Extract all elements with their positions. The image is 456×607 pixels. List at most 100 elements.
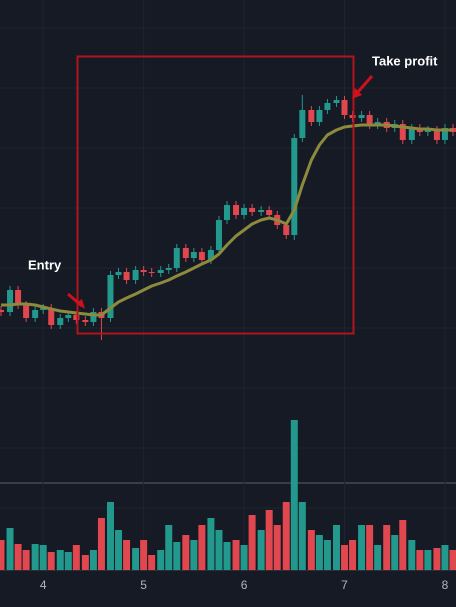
entry-arrow-head (76, 299, 85, 309)
x-axis-band (0, 570, 456, 602)
candle-body (399, 124, 406, 140)
volume-bar (47, 552, 55, 570)
volume-bar (140, 540, 148, 570)
volume-bar (240, 545, 248, 570)
volume-bar (341, 545, 349, 570)
volume-bar (132, 548, 140, 570)
volume-bar (157, 550, 165, 570)
volume-bar (416, 550, 424, 570)
candle-body (157, 270, 164, 273)
volume-bar (6, 528, 14, 570)
volume-bar (173, 542, 181, 570)
candle-body (215, 220, 222, 250)
candle-body (324, 103, 331, 110)
volume-bar (148, 555, 156, 570)
volume-bar (232, 540, 240, 570)
take-profit-arrow-head (352, 88, 362, 99)
candle-body (182, 248, 189, 258)
volume-bar (64, 552, 72, 570)
volume-bar (449, 550, 456, 570)
volume-bar (248, 515, 256, 570)
candle-body (73, 315, 80, 320)
candle-body (165, 268, 172, 270)
candle-body (82, 320, 89, 322)
candle-body (223, 205, 230, 220)
x-tick-label: 6 (241, 578, 248, 592)
volume-bar (165, 525, 173, 570)
volume-bar (315, 535, 323, 570)
volume-bar (298, 502, 306, 570)
candle-body (266, 210, 273, 215)
candle-body (241, 208, 248, 215)
candle-body (15, 290, 22, 305)
candle-body (233, 205, 240, 215)
volume-bar (115, 530, 123, 570)
volume-bar (323, 540, 331, 570)
candle-body (366, 115, 373, 125)
candle-body (408, 128, 415, 140)
candle-body (123, 272, 130, 280)
volume-bar (332, 525, 340, 570)
volume-bar (265, 510, 273, 570)
candle-body (441, 128, 448, 140)
price-grid (0, 27, 456, 509)
candle-body (258, 210, 265, 212)
volume-bar (307, 530, 315, 570)
volume-bar (223, 542, 231, 570)
candle-body (283, 225, 290, 235)
candle-body (299, 110, 306, 138)
volume-bar (123, 540, 131, 570)
candle-body (308, 110, 315, 122)
candle-body (341, 100, 348, 115)
volume-bar (22, 550, 30, 570)
volume-bar (366, 525, 374, 570)
volume-bar (89, 550, 97, 570)
candle-body (48, 308, 55, 325)
candle-body (358, 115, 365, 118)
volume-bar (198, 525, 206, 570)
take-profit-label: Take profit (372, 53, 438, 68)
candle-body (107, 275, 114, 318)
entry-label: Entry (28, 257, 62, 272)
candle-body (190, 252, 197, 258)
candle-body (433, 130, 440, 140)
candle-body (249, 208, 256, 212)
volume-bar (182, 535, 190, 570)
volume-bar (408, 540, 416, 570)
x-grid (42, 0, 446, 570)
candle-body (0, 310, 5, 312)
volume-bar (424, 550, 432, 570)
candle-body (57, 318, 64, 325)
volume-bar (14, 544, 22, 570)
volume-bars (0, 420, 456, 570)
volume-bar (207, 518, 215, 570)
candle-body (140, 270, 147, 272)
x-tick-label: 7 (341, 578, 348, 592)
volume-bar (97, 518, 105, 570)
volume-bar (441, 545, 449, 570)
volume-bar (349, 540, 357, 570)
volume-bar (215, 530, 223, 570)
volume-bar (433, 548, 441, 570)
volume-bar (358, 525, 366, 570)
volume-bar (190, 540, 198, 570)
candle-body (23, 305, 30, 318)
x-tick-label: 4 (40, 578, 47, 592)
x-tick-label: 8 (442, 578, 449, 592)
volume-bar (399, 520, 407, 570)
volume-bar (257, 530, 265, 570)
volume-bar (31, 544, 39, 570)
x-tick-label: 5 (140, 578, 147, 592)
candle-body (115, 272, 122, 275)
candle-body (90, 312, 97, 322)
candle-body (173, 248, 180, 268)
candle-body (207, 250, 214, 260)
candle-body (148, 272, 155, 273)
candle-body (424, 130, 431, 132)
volume-bar (282, 502, 290, 570)
volume-bar (39, 545, 47, 570)
candle-body (40, 308, 47, 310)
volume-bar (106, 502, 114, 570)
